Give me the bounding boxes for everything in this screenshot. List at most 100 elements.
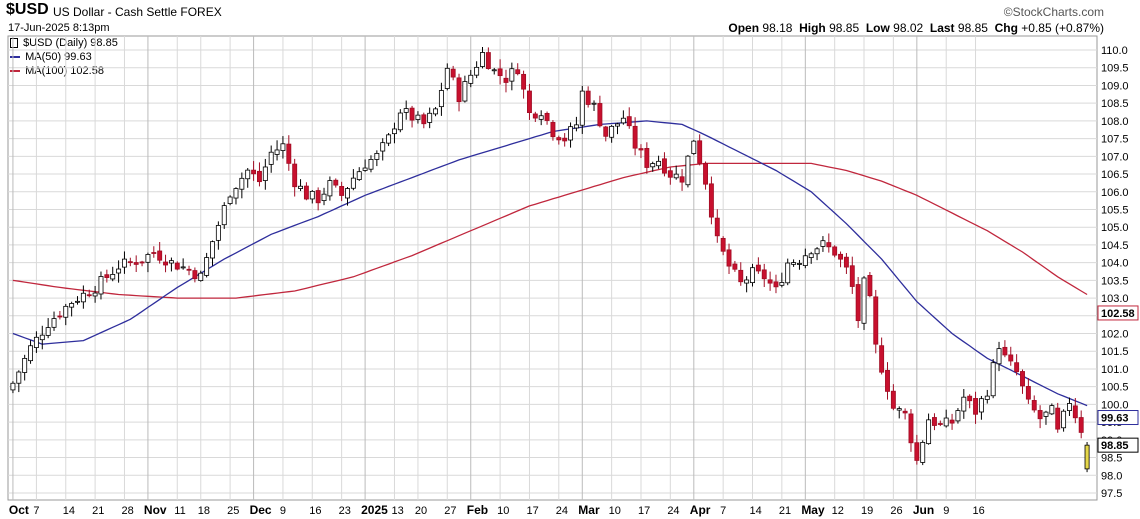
candle <box>321 193 327 202</box>
ma100-line <box>12 162 1088 299</box>
y-tick-label: 98.5 <box>1101 453 1122 465</box>
x-tick-label: Mar <box>578 503 600 517</box>
open-label: Open <box>728 21 760 35</box>
chg-label: Chg <box>994 21 1018 35</box>
x-tick-label: 12 <box>832 505 844 517</box>
instrument-exchange: FOREX <box>180 5 222 19</box>
x-tick-label: 28 <box>121 505 133 517</box>
candle <box>39 334 45 341</box>
candle <box>116 268 122 274</box>
candle <box>151 252 157 254</box>
x-tick-label: 21 <box>779 505 791 517</box>
y-tick-label: 108.5 <box>1101 98 1129 110</box>
brand-credit: ©StockCharts.com <box>1003 5 1104 19</box>
candle <box>403 108 409 113</box>
candle <box>286 143 292 164</box>
last-value: 98.85 <box>957 21 988 35</box>
candle <box>368 159 374 170</box>
candle <box>650 163 656 168</box>
candle <box>51 318 57 328</box>
y-tick-label: 108.0 <box>1101 116 1129 128</box>
candle <box>855 284 861 322</box>
candle <box>1078 417 1084 433</box>
x-tick-label: Oct <box>9 503 29 517</box>
candle <box>268 151 274 165</box>
ma50-value-tag: 99.63 <box>1101 413 1129 425</box>
candle <box>568 126 573 141</box>
candle <box>345 188 350 199</box>
candle <box>873 296 879 345</box>
low-label: Low <box>865 21 890 35</box>
y-tick-label: 102.5 <box>1101 311 1129 323</box>
candle <box>374 153 380 160</box>
x-tick-label: 17 <box>526 505 538 517</box>
legend-ma100-label: MA(100) 102.58 <box>25 65 104 77</box>
candle <box>679 176 685 183</box>
y-tick-label: 101.5 <box>1101 346 1129 358</box>
y-tick-label: 110.0 <box>1101 45 1128 57</box>
candle <box>890 390 896 409</box>
candle <box>556 137 562 141</box>
candle <box>462 81 468 102</box>
candle <box>1067 403 1072 411</box>
candle <box>1055 407 1061 430</box>
candle <box>139 261 145 264</box>
candle <box>274 149 280 155</box>
candle <box>802 255 808 266</box>
candle <box>380 142 386 152</box>
x-tick-label: 14 <box>750 505 762 517</box>
candle <box>1025 386 1031 400</box>
candle <box>638 148 644 151</box>
high-label: High <box>799 21 826 35</box>
plot-frame <box>7 35 1098 501</box>
candle <box>573 124 579 129</box>
candle <box>245 169 251 180</box>
candle <box>597 103 603 127</box>
candle <box>450 68 456 78</box>
y-tick-label: 103.0 <box>1101 293 1129 305</box>
candle <box>45 327 51 336</box>
candle <box>885 369 890 392</box>
candle <box>550 122 556 138</box>
y-tick-label: 102.0 <box>1101 329 1129 341</box>
ma100-value-tag: 102.58 <box>1101 308 1135 320</box>
candle <box>104 274 110 278</box>
candle <box>480 52 485 67</box>
y-tick-label: 107.5 <box>1101 134 1129 146</box>
x-tick-label: 20 <box>415 505 427 517</box>
candle <box>362 167 368 171</box>
y-tick-label: 105.0 <box>1101 222 1129 234</box>
instrument-name: US Dollar - Cash Settle <box>53 5 178 19</box>
candle <box>157 250 163 261</box>
candle <box>814 248 820 255</box>
candle <box>174 262 180 270</box>
ma100-value-tag-box <box>1097 305 1139 321</box>
candle <box>515 69 521 75</box>
legend-ma100: MA(100) 102.58 <box>10 65 104 77</box>
candle <box>292 163 298 188</box>
candle <box>920 442 926 463</box>
x-tick-label: 10 <box>609 505 621 517</box>
candle <box>562 137 568 142</box>
legend-price-label: $USD (Daily) 98.85 <box>23 37 118 49</box>
candle <box>849 265 855 287</box>
candle <box>397 112 403 131</box>
candle <box>444 67 450 89</box>
candle <box>28 345 33 362</box>
candle <box>826 242 832 248</box>
y-tick-label: 106.5 <box>1101 169 1129 181</box>
candle <box>350 177 356 189</box>
candle-legend-icon <box>10 38 18 49</box>
candle <box>843 256 849 268</box>
candle <box>603 126 609 137</box>
candle <box>1037 410 1043 420</box>
last-price-tag-box <box>1097 437 1139 453</box>
x-tick-label: 10 <box>497 505 509 517</box>
candle <box>914 442 920 461</box>
candle <box>69 303 75 308</box>
y-tick-label: 105.5 <box>1101 204 1129 216</box>
y-tick-label: 99.5 <box>1101 417 1122 429</box>
candle <box>433 108 438 115</box>
